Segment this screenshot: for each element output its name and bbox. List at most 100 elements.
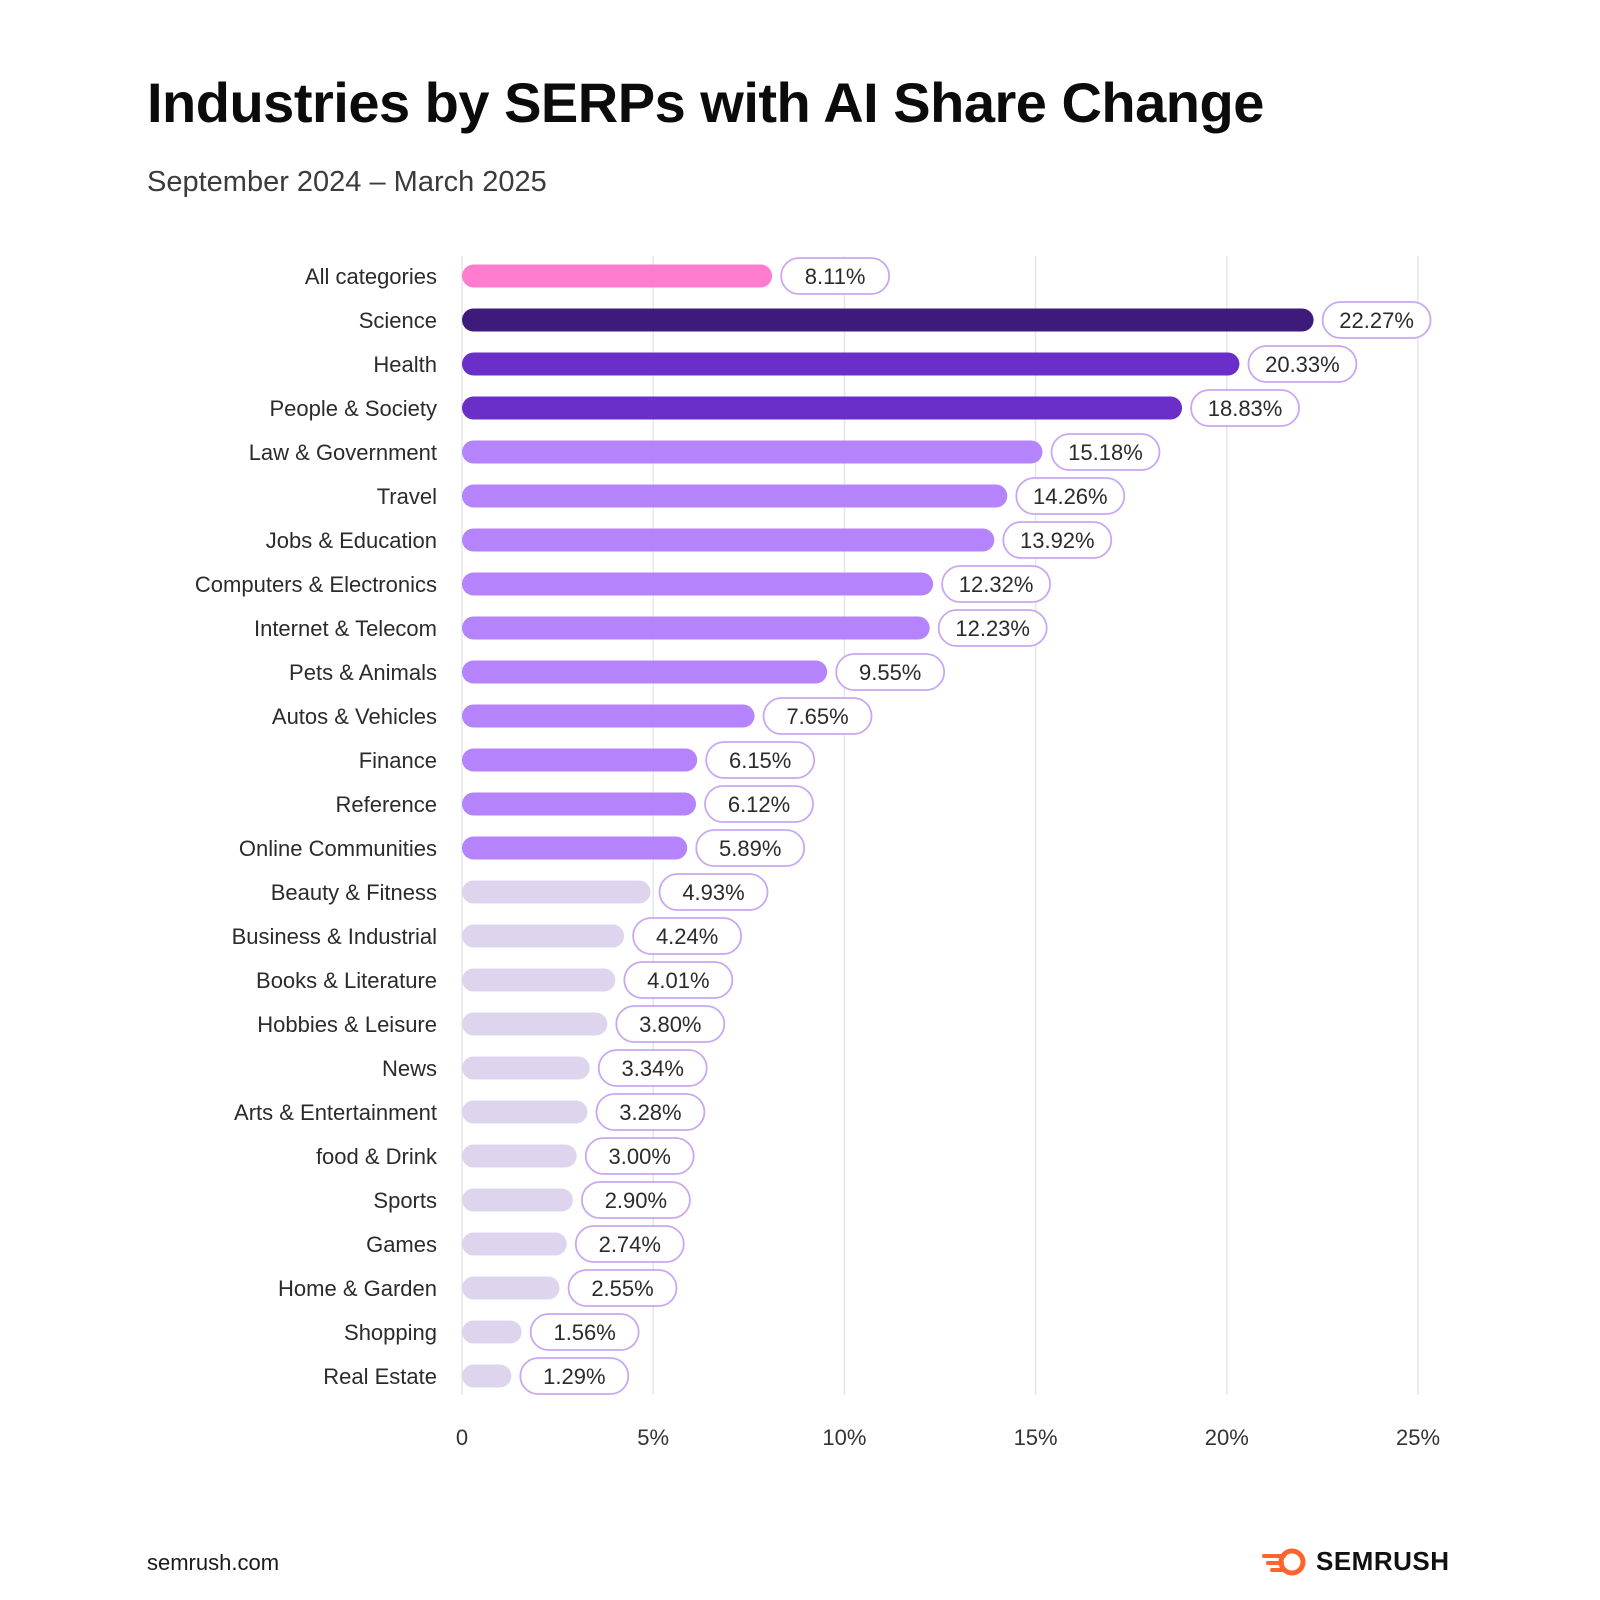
value-label-pill: [1015, 477, 1126, 515]
value-label: 2.55%: [591, 1276, 653, 1301]
category-label: Travel: [377, 484, 437, 509]
x-tick-label: 15%: [1014, 1425, 1058, 1450]
value-label: 9.55%: [859, 660, 921, 685]
category-label: Books & Literature: [256, 968, 437, 993]
value-label-pill: [695, 829, 806, 867]
value-label-pill: [705, 741, 816, 779]
value-label: 4.24%: [656, 924, 718, 949]
bar: [462, 880, 651, 904]
category-label: Online Communities: [239, 836, 437, 861]
value-label-pill: [567, 1269, 678, 1307]
value-label-pill: [658, 873, 769, 911]
value-label: 2.74%: [599, 1232, 661, 1257]
bar: [462, 528, 995, 552]
value-label: 14.26%: [1033, 484, 1108, 509]
bar: [462, 1320, 522, 1344]
x-tick-label: 20%: [1205, 1425, 1249, 1450]
bar: [462, 748, 698, 772]
value-label-pill: [937, 609, 1048, 647]
bar: [462, 264, 773, 288]
value-label-pill: [1321, 301, 1432, 339]
bar: [462, 968, 616, 992]
value-label-pill: [762, 697, 873, 735]
value-label-pill: [780, 257, 891, 295]
bar: [462, 1100, 588, 1124]
bar: [462, 616, 930, 640]
value-label: 8.11%: [805, 264, 866, 289]
value-label-pill: [1002, 521, 1113, 559]
value-label: 15.18%: [1068, 440, 1143, 465]
value-label-pill: [632, 917, 743, 955]
x-tick-label: 25%: [1396, 1425, 1440, 1450]
value-label-pill: [597, 1049, 708, 1087]
category-label: food & Drink: [316, 1144, 438, 1169]
bar: [462, 1276, 560, 1300]
category-label: Beauty & Fitness: [271, 880, 437, 905]
semrush-fire-icon: [1262, 1548, 1306, 1575]
chart-subtitle: September 2024 – March 2025: [147, 166, 547, 198]
value-label: 3.00%: [609, 1144, 671, 1169]
value-label: 20.33%: [1265, 352, 1340, 377]
category-label: Games: [366, 1232, 437, 1257]
category-label: News: [382, 1056, 437, 1081]
value-label: 22.27%: [1339, 308, 1414, 333]
category-label: Pets & Animals: [289, 660, 437, 685]
bar: [462, 1232, 567, 1256]
category-label: Science: [359, 308, 437, 333]
bar: [462, 308, 1314, 332]
value-label: 13.92%: [1020, 528, 1095, 553]
value-label: 6.12%: [728, 792, 790, 817]
bar: [462, 704, 755, 728]
value-label-pill: [529, 1313, 640, 1351]
category-label: People & Society: [269, 396, 437, 421]
x-tick-label: 5%: [637, 1425, 669, 1450]
value-label-pill: [584, 1137, 695, 1175]
category-label: Finance: [359, 748, 437, 773]
value-label-pill: [941, 565, 1052, 603]
value-label: 4.93%: [682, 880, 744, 905]
category-label: Real Estate: [323, 1364, 437, 1389]
category-label: Law & Government: [249, 440, 437, 465]
chart-title: Industries by SERPs with AI Share Change: [147, 71, 1264, 134]
bar: [462, 836, 688, 860]
category-label: Shopping: [344, 1320, 437, 1345]
bar: [462, 1364, 512, 1388]
category-label: Home & Garden: [278, 1276, 437, 1301]
bar: [462, 484, 1008, 508]
value-label: 6.15%: [729, 748, 791, 773]
bar: [462, 396, 1183, 420]
value-label: 3.34%: [622, 1056, 684, 1081]
value-label-pill: [1050, 433, 1161, 471]
value-label: 7.65%: [786, 704, 848, 729]
category-label: Autos & Vehicles: [272, 704, 437, 729]
bar: [462, 1144, 577, 1168]
bar: [462, 660, 828, 684]
footer-site: semrush.com: [147, 1550, 280, 1575]
bar: [462, 1188, 573, 1212]
value-label-pill: [1190, 389, 1300, 427]
category-label: Hobbies & Leisure: [257, 1012, 437, 1037]
value-label: 3.28%: [619, 1100, 681, 1125]
value-label-pill: [835, 653, 946, 691]
bar: [462, 1012, 608, 1036]
value-label: 3.80%: [639, 1012, 701, 1037]
category-label: All categories: [305, 264, 437, 289]
bar: [462, 1056, 590, 1080]
value-label: 12.32%: [959, 572, 1034, 597]
value-label: 1.56%: [553, 1320, 615, 1345]
value-label-pill: [623, 961, 734, 999]
value-label-pill: [519, 1357, 630, 1395]
x-tick-label: 0: [456, 1425, 468, 1450]
value-label: 18.83%: [1208, 396, 1283, 421]
brand-name: SEMRUSH: [1316, 1546, 1450, 1576]
value-label-pill: [1247, 345, 1358, 383]
category-label: Business & Industrial: [232, 924, 437, 949]
value-label-pill: [595, 1093, 706, 1131]
value-label: 2.90%: [605, 1188, 667, 1213]
category-label: Arts & Entertainment: [234, 1100, 437, 1125]
category-label: Jobs & Education: [266, 528, 437, 553]
bar: [462, 352, 1240, 376]
bar: [462, 924, 625, 948]
value-label: 5.89%: [719, 836, 781, 861]
value-label: 1.29%: [543, 1364, 605, 1389]
